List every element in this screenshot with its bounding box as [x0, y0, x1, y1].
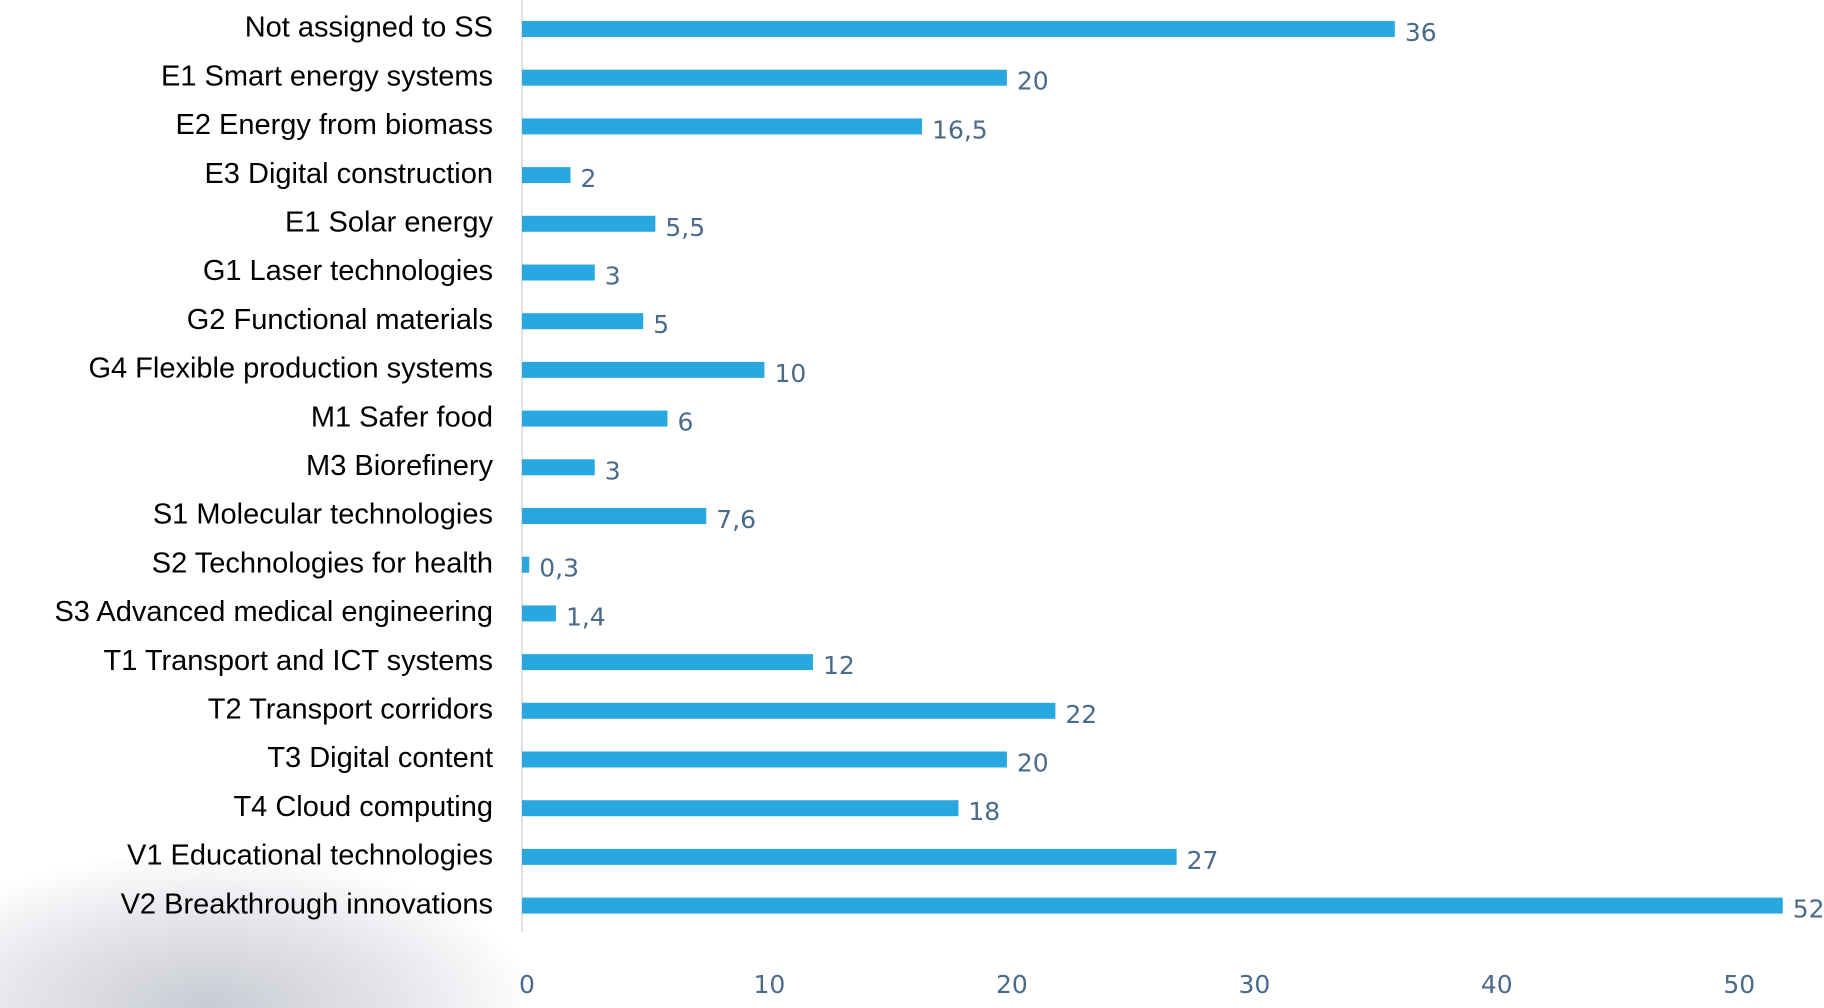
- category-label: G1 Laser technologies: [203, 255, 493, 287]
- bar: [522, 605, 556, 622]
- bar: [522, 361, 765, 378]
- bar: [522, 21, 1395, 37]
- x-tick-label: 40: [1481, 970, 1513, 999]
- category-label: Not assigned to SS: [245, 12, 493, 44]
- bar: [522, 118, 923, 135]
- category-label: G2 Functional materials: [187, 304, 493, 336]
- category-label: E2 Energy from biomass: [175, 109, 493, 141]
- category-label: S2 Technologies for health: [152, 547, 493, 579]
- value-label: 20: [1017, 749, 1049, 778]
- value-label: 16,5: [932, 115, 988, 144]
- value-label: 0,3: [539, 554, 579, 583]
- value-label: 27: [1187, 846, 1219, 875]
- bar: [522, 167, 571, 184]
- bar: [522, 800, 959, 817]
- category-label: T1 Transport and ICT systems: [104, 645, 494, 677]
- bar: [522, 897, 1783, 914]
- bar: [522, 459, 595, 476]
- value-label: 7,6: [716, 505, 756, 534]
- category-label: V1 Educational technologies: [127, 840, 493, 872]
- value-label: 36: [1405, 18, 1437, 47]
- bar: [522, 702, 1056, 719]
- value-label: 2: [580, 164, 596, 193]
- category-label: T3 Digital content: [267, 742, 493, 774]
- category-label: M1 Safer food: [311, 401, 493, 433]
- category-label: E1 Smart energy systems: [161, 60, 493, 92]
- bar: [522, 848, 1177, 865]
- bar: [522, 69, 1007, 86]
- value-label: 5,5: [665, 213, 705, 242]
- bar: [522, 556, 530, 573]
- category-label: S3 Advanced medical engineering: [54, 596, 493, 628]
- bar: [522, 410, 668, 427]
- bar: [522, 313, 644, 330]
- category-label: T2 Transport corridors: [208, 693, 493, 725]
- value-label: 10: [774, 359, 806, 388]
- value-label: 3: [605, 262, 621, 291]
- value-label: 1,4: [566, 602, 606, 631]
- value-label: 6: [677, 408, 693, 437]
- category-label: E1 Solar energy: [285, 206, 493, 238]
- category-label: V2 Breakthrough innovations: [121, 888, 493, 920]
- value-label: 5: [653, 310, 669, 339]
- category-label: T4 Cloud computing: [233, 791, 493, 823]
- value-label: 12: [823, 651, 855, 680]
- x-tick-label: 50: [1723, 970, 1755, 999]
- x-tick-label: 10: [754, 970, 786, 999]
- background-texture: [0, 860, 520, 1008]
- category-label: M3 Biorefinery: [306, 450, 493, 482]
- value-label: 3: [605, 456, 621, 485]
- value-label: 18: [968, 797, 1000, 826]
- value-label: 52: [1793, 895, 1824, 924]
- value-label: 20: [1017, 67, 1049, 96]
- x-tick-label: 0: [519, 970, 535, 999]
- value-label: 22: [1065, 700, 1097, 729]
- bar: [522, 751, 1007, 768]
- bar: [522, 215, 656, 232]
- category-label: E3 Digital construction: [204, 158, 493, 190]
- bar: [522, 654, 813, 671]
- bar: [522, 508, 707, 524]
- category-label: G4 Flexible production systems: [88, 353, 493, 385]
- x-tick-label: 30: [1238, 970, 1270, 999]
- x-tick-label: 20: [996, 970, 1028, 999]
- category-label: S1 Molecular technologies: [153, 499, 493, 531]
- bar: [522, 264, 595, 281]
